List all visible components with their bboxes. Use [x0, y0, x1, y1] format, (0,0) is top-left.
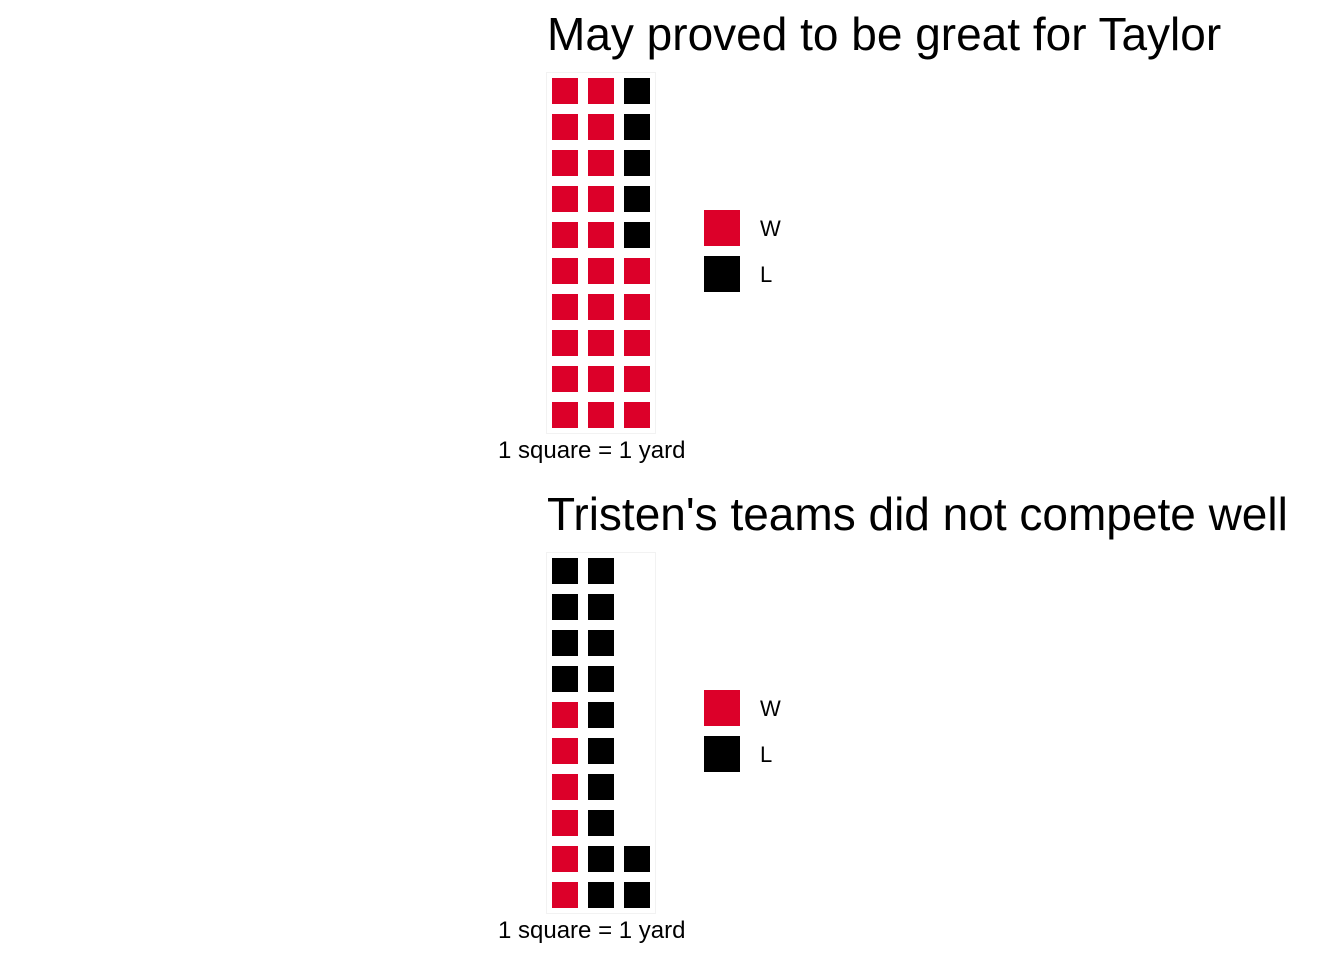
waffle-square-w — [552, 186, 578, 212]
waffle-square-w — [588, 402, 614, 428]
waffle-square-w — [552, 846, 578, 872]
waffle-chart-1: May proved to be great for Taylor 1 squa… — [498, 8, 1222, 464]
waffle-square-l — [588, 702, 614, 728]
waffle-square-w — [588, 186, 614, 212]
waffle-square-l — [588, 774, 614, 800]
waffle-square-w — [552, 738, 578, 764]
waffle-square-w — [588, 222, 614, 248]
waffle-square-l — [624, 186, 650, 212]
legend-item-l: L — [704, 256, 824, 292]
legend-swatch-l — [704, 256, 740, 292]
waffle-square-w — [588, 78, 614, 104]
waffle-square-l — [624, 114, 650, 140]
chart-caption: 1 square = 1 yard — [498, 917, 686, 944]
waffle-square-w — [552, 702, 578, 728]
waffle-square-w — [552, 294, 578, 320]
waffle-square-w — [588, 294, 614, 320]
waffle-square-w — [624, 402, 650, 428]
waffle-square-l — [552, 630, 578, 656]
waffle-square-w — [552, 78, 578, 104]
legend-swatch-l — [704, 736, 740, 772]
waffle-square-l — [588, 810, 614, 836]
legend-label-w: W — [760, 216, 781, 241]
waffle-square-l — [624, 222, 650, 248]
legend-item-w: W — [704, 690, 824, 726]
waffle-square-l — [588, 594, 614, 620]
legend-label-l: L — [760, 742, 773, 767]
waffle-square-w — [624, 366, 650, 392]
legend-swatch-w — [704, 690, 740, 726]
chart-caption: 1 square = 1 yard — [498, 437, 686, 464]
waffle-square-w — [588, 114, 614, 140]
legend-label-w: W — [760, 696, 781, 721]
waffle-square-w — [588, 258, 614, 284]
waffle-square-l — [624, 78, 650, 104]
chart-title: Tristen's teams did not compete well — [547, 488, 1288, 540]
waffle-square-l — [552, 558, 578, 584]
waffle-square-w — [552, 774, 578, 800]
chart-title: May proved to be great for Taylor — [547, 8, 1222, 60]
waffle-square-l — [588, 738, 614, 764]
legend-item-w: W — [704, 210, 824, 246]
waffle-square-w — [552, 330, 578, 356]
waffle-square-l — [588, 846, 614, 872]
waffle-square-w — [588, 366, 614, 392]
waffle-square-w — [552, 810, 578, 836]
legend-label-l: L — [760, 262, 773, 287]
waffle-square-w — [624, 294, 650, 320]
waffle-square-l — [588, 666, 614, 692]
waffle-square-l — [588, 558, 614, 584]
waffle-square-w — [552, 402, 578, 428]
waffle-square-l — [624, 882, 650, 908]
waffle-square-l — [552, 594, 578, 620]
waffle-square-w — [624, 258, 650, 284]
waffle-square-w — [552, 258, 578, 284]
waffle-square-w — [552, 222, 578, 248]
legend-swatch-w — [704, 210, 740, 246]
waffle-square-l — [624, 846, 650, 872]
waffle-square-w — [552, 882, 578, 908]
waffle-grid — [546, 552, 656, 914]
waffle-grid — [546, 72, 656, 434]
waffle-square-w — [552, 114, 578, 140]
waffle-square-l — [624, 150, 650, 176]
waffle-square-l — [552, 666, 578, 692]
waffle-square-w — [552, 150, 578, 176]
waffle-chart-2: Tristen's teams did not compete well 1 s… — [0, 480, 1344, 960]
waffle-square-w — [552, 366, 578, 392]
waffle-square-w — [588, 330, 614, 356]
waffle-square-l — [588, 630, 614, 656]
waffle-square-w — [624, 330, 650, 356]
waffle-square-l — [588, 882, 614, 908]
waffle-square-w — [588, 150, 614, 176]
legend-item-l: L — [704, 736, 824, 772]
